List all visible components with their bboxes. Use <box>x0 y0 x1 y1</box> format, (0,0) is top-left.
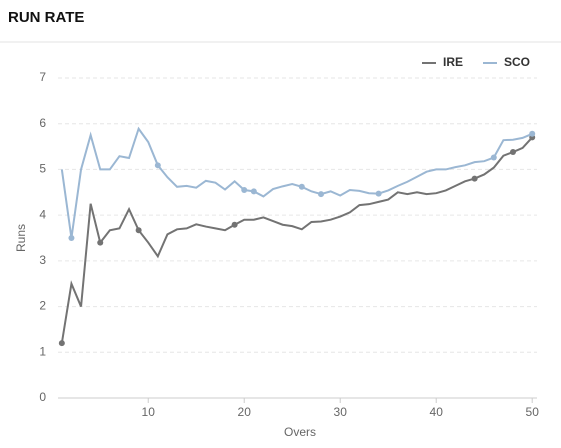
x-tick-label: 50 <box>526 405 540 419</box>
legend-label[interactable]: IRE <box>443 55 463 69</box>
chart-title: RUN RATE <box>8 9 84 26</box>
x-tick-label: 40 <box>430 405 444 419</box>
point-marker <box>375 190 382 197</box>
point-marker <box>510 149 517 156</box>
point-marker <box>490 154 497 161</box>
point-marker <box>529 130 536 137</box>
x-tick-label: 20 <box>238 405 252 419</box>
point-marker <box>231 221 238 228</box>
y-tick-label: 6 <box>39 116 46 130</box>
series-line <box>60 136 533 344</box>
point-marker <box>250 188 257 195</box>
y-axis-label: Runs <box>14 224 28 252</box>
legend-label[interactable]: SCO <box>504 55 530 69</box>
y-tick-label: 1 <box>39 344 46 358</box>
x-tick-label: 30 <box>334 405 348 419</box>
series-line <box>60 126 533 239</box>
y-tick-label: 0 <box>39 390 46 404</box>
y-tick-label: 7 <box>39 70 46 84</box>
point-marker <box>471 175 478 182</box>
point-marker <box>58 340 65 347</box>
y-tick-label: 2 <box>39 299 46 313</box>
point-marker <box>68 235 75 241</box>
y-tick-label: 5 <box>39 162 46 176</box>
point-marker <box>298 183 305 190</box>
point-marker <box>154 162 161 169</box>
x-axis-label: Overs <box>284 425 316 439</box>
point-marker <box>97 239 104 246</box>
point-marker <box>241 187 248 193</box>
x-tick-label: 10 <box>142 405 156 419</box>
y-tick-label: 4 <box>39 207 46 221</box>
point-marker <box>318 191 325 198</box>
point-marker <box>135 227 142 234</box>
y-tick-label: 3 <box>39 253 46 267</box>
